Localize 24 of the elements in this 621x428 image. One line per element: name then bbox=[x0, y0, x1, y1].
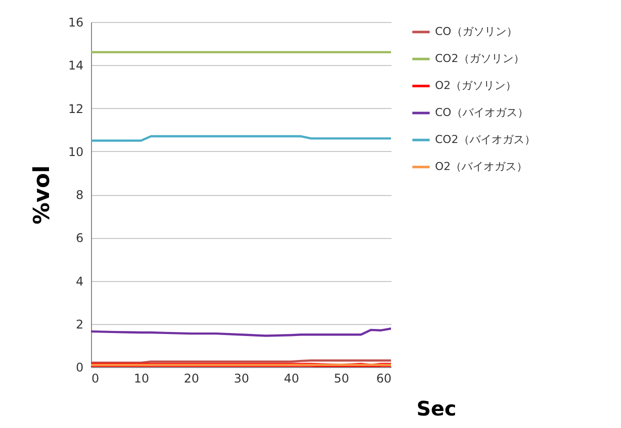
legend-label: CO（ガソリン） bbox=[435, 25, 518, 38]
legend-label: CO2（バイオガス） bbox=[435, 133, 536, 146]
legend-label: CO（バイオガス） bbox=[435, 106, 528, 119]
x-tick-label: 20 bbox=[184, 372, 200, 386]
y-tick-label: 16 bbox=[68, 16, 84, 30]
y-axis-title: %vol bbox=[30, 165, 56, 225]
x-tick-label: 0 bbox=[92, 372, 100, 386]
y-tick-label: 14 bbox=[68, 58, 84, 73]
legend-label: O2（バイオガス） bbox=[435, 160, 528, 173]
legend-label: CO2（ガソリン） bbox=[435, 52, 524, 65]
x-tick-label: 30 bbox=[234, 372, 250, 386]
y-tick-label: 2 bbox=[76, 317, 84, 332]
legend-label: O2（ガソリン） bbox=[435, 79, 517, 92]
y-tick-label: 6 bbox=[76, 231, 84, 246]
x-tick-label: 50 bbox=[334, 372, 350, 386]
x-axis-title: Sec bbox=[416, 396, 456, 420]
y-tick-label: 10 bbox=[68, 144, 84, 159]
y-tick-label: 8 bbox=[76, 188, 84, 202]
y-tick-label: 12 bbox=[68, 102, 84, 116]
x-tick-label: 40 bbox=[284, 372, 300, 386]
y-tick-label: 0 bbox=[76, 360, 84, 374]
x-tick-label: 10 bbox=[134, 372, 150, 386]
x-tick-label: 60 bbox=[376, 372, 392, 386]
y-tick-label: 4 bbox=[76, 274, 84, 288]
